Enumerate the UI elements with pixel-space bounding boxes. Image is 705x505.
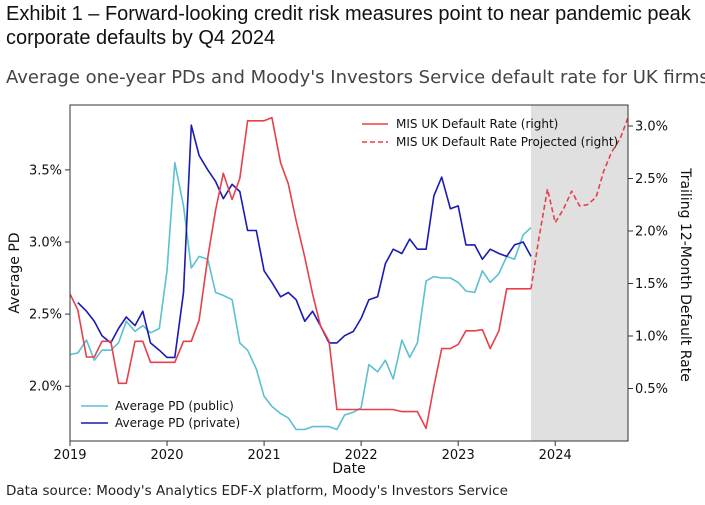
series-line-mis-uk-default-rate-right [69, 116, 531, 430]
exhibit-title: Exhibit 1 – Forward-looking credit risk … [6, 3, 691, 49]
data-source-note: Data source: Moody's Analytics EDF-X pla… [6, 483, 508, 499]
legend-label-public: Average PD (public) [115, 399, 234, 413]
legend-left: Average PD (public) Average PD (private) [81, 399, 240, 430]
chart: 2019 2020 2021 2022 2023 2024 2.0% 2.5% 3.0% 3.5… [7, 104, 693, 477]
legend-label-default-rate: MIS UK Default Rate (right) [396, 117, 558, 131]
series-line-average-pd-public [69, 161, 532, 431]
x-tick-label: 2020 [150, 448, 183, 463]
chart-subtitle: Average one-year PDs and Moody's Investo… [6, 67, 705, 88]
y-tick-label: 3.5% [29, 163, 62, 178]
y-tick-label: 3.0% [29, 235, 62, 250]
x-tick-label: 2024 [539, 448, 572, 463]
y-axis-label: Average PD [7, 232, 23, 313]
y2-tick-label: 0.5% [635, 382, 668, 397]
series-layer [69, 116, 629, 431]
y-tick-label: 2.0% [29, 380, 62, 395]
y2-tick-label: 2.5% [635, 172, 668, 187]
legend-label-projected: MIS UK Default Rate Projected (right) [396, 135, 618, 149]
x-tick-label: 2022 [345, 448, 378, 463]
legend-right: MIS UK Default Rate (right) MIS UK Defau… [362, 117, 618, 149]
x-tick-label: 2021 [248, 448, 281, 463]
projection-shaded-region-layer [530, 105, 628, 441]
x-tick-label: 2023 [442, 448, 475, 463]
y2-axis-ticks: 0.5% 1.0% 1.5% 2.0% 2.5% 3.0% [628, 120, 668, 397]
series-line-average-pd-private [77, 124, 532, 359]
x-axis-ticks: 2019 2020 2021 2022 2023 2024 [53, 441, 572, 463]
projection-shaded-region [530, 105, 628, 441]
legend-label-private: Average PD (private) [115, 416, 240, 430]
y2-axis-label: Trailing 12-Month Default Rate [677, 167, 693, 382]
y2-tick-label: 2.0% [635, 225, 668, 240]
y-axis-ticks: 2.0% 2.5% 3.0% 3.5% [29, 163, 70, 395]
y-tick-label: 2.5% [29, 308, 62, 323]
y2-tick-label: 3.0% [635, 120, 668, 135]
series-line-mis-uk-default-rate-projected-right [530, 117, 629, 289]
x-axis-label: Date [332, 461, 365, 477]
plot-frame [69, 104, 629, 442]
y2-tick-label: 1.0% [635, 330, 668, 345]
x-tick-label: 2019 [53, 448, 86, 463]
y2-tick-label: 1.5% [635, 277, 668, 292]
